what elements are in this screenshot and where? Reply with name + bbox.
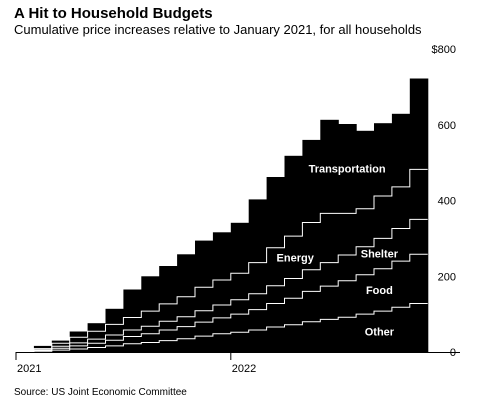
bar-2022-07: [338, 124, 357, 352]
bar-2022-02: [248, 199, 268, 352]
x-tick-label: 2022: [232, 363, 256, 375]
bar-2021-12: [212, 232, 232, 352]
bar-2022-11: [409, 78, 429, 352]
bar-2021-08: [141, 276, 160, 353]
series-label-food: Food: [366, 285, 393, 297]
boundary-other: [16, 303, 428, 353]
bar-2022-04: [284, 155, 303, 352]
bar-2022-03: [266, 177, 286, 352]
chart-source: Source: US Joint Economic Committee: [14, 387, 187, 398]
bar-2021-06: [105, 308, 124, 352]
bar-2022-05: [302, 139, 321, 352]
chart-title: A Hit to Household Budgets: [14, 5, 213, 22]
bar-2022-01: [230, 222, 250, 352]
y-axis: $8006004002000: [432, 44, 456, 359]
x-axis: 2021 2022: [15, 352, 460, 375]
bar-2022-08: [356, 130, 375, 352]
y-tick-label: 400: [438, 196, 456, 208]
series-label-shelter: Shelter: [361, 249, 399, 261]
bar-2021-11: [195, 240, 214, 352]
chart-subtitle: Cumulative price increases relative to J…: [14, 22, 422, 37]
y-tick-label: $800: [432, 44, 456, 56]
series-label-energy: Energy: [277, 252, 315, 264]
series-label-transportation: Transportation: [309, 164, 386, 176]
boundary-food: [16, 253, 428, 353]
boundary-shelter: [16, 218, 428, 353]
plot-area: Other Food Shelter Energy Transportation: [16, 78, 429, 353]
bar-2022-06: [320, 119, 339, 352]
bar-2022-09: [374, 123, 393, 352]
bar-2021-10: [177, 254, 196, 352]
bar-2021-07: [123, 289, 142, 352]
boundary-energy: [16, 168, 428, 353]
y-tick-label: 600: [438, 120, 456, 132]
x-tick-label: 2021: [17, 363, 41, 375]
bar-2021-09: [159, 266, 178, 352]
bar-2021-05: [87, 323, 107, 352]
series-label-other: Other: [365, 327, 395, 339]
bar-2022-10: [391, 113, 411, 352]
y-tick-label: 200: [438, 271, 456, 283]
bar-2021-04: [69, 331, 89, 352]
